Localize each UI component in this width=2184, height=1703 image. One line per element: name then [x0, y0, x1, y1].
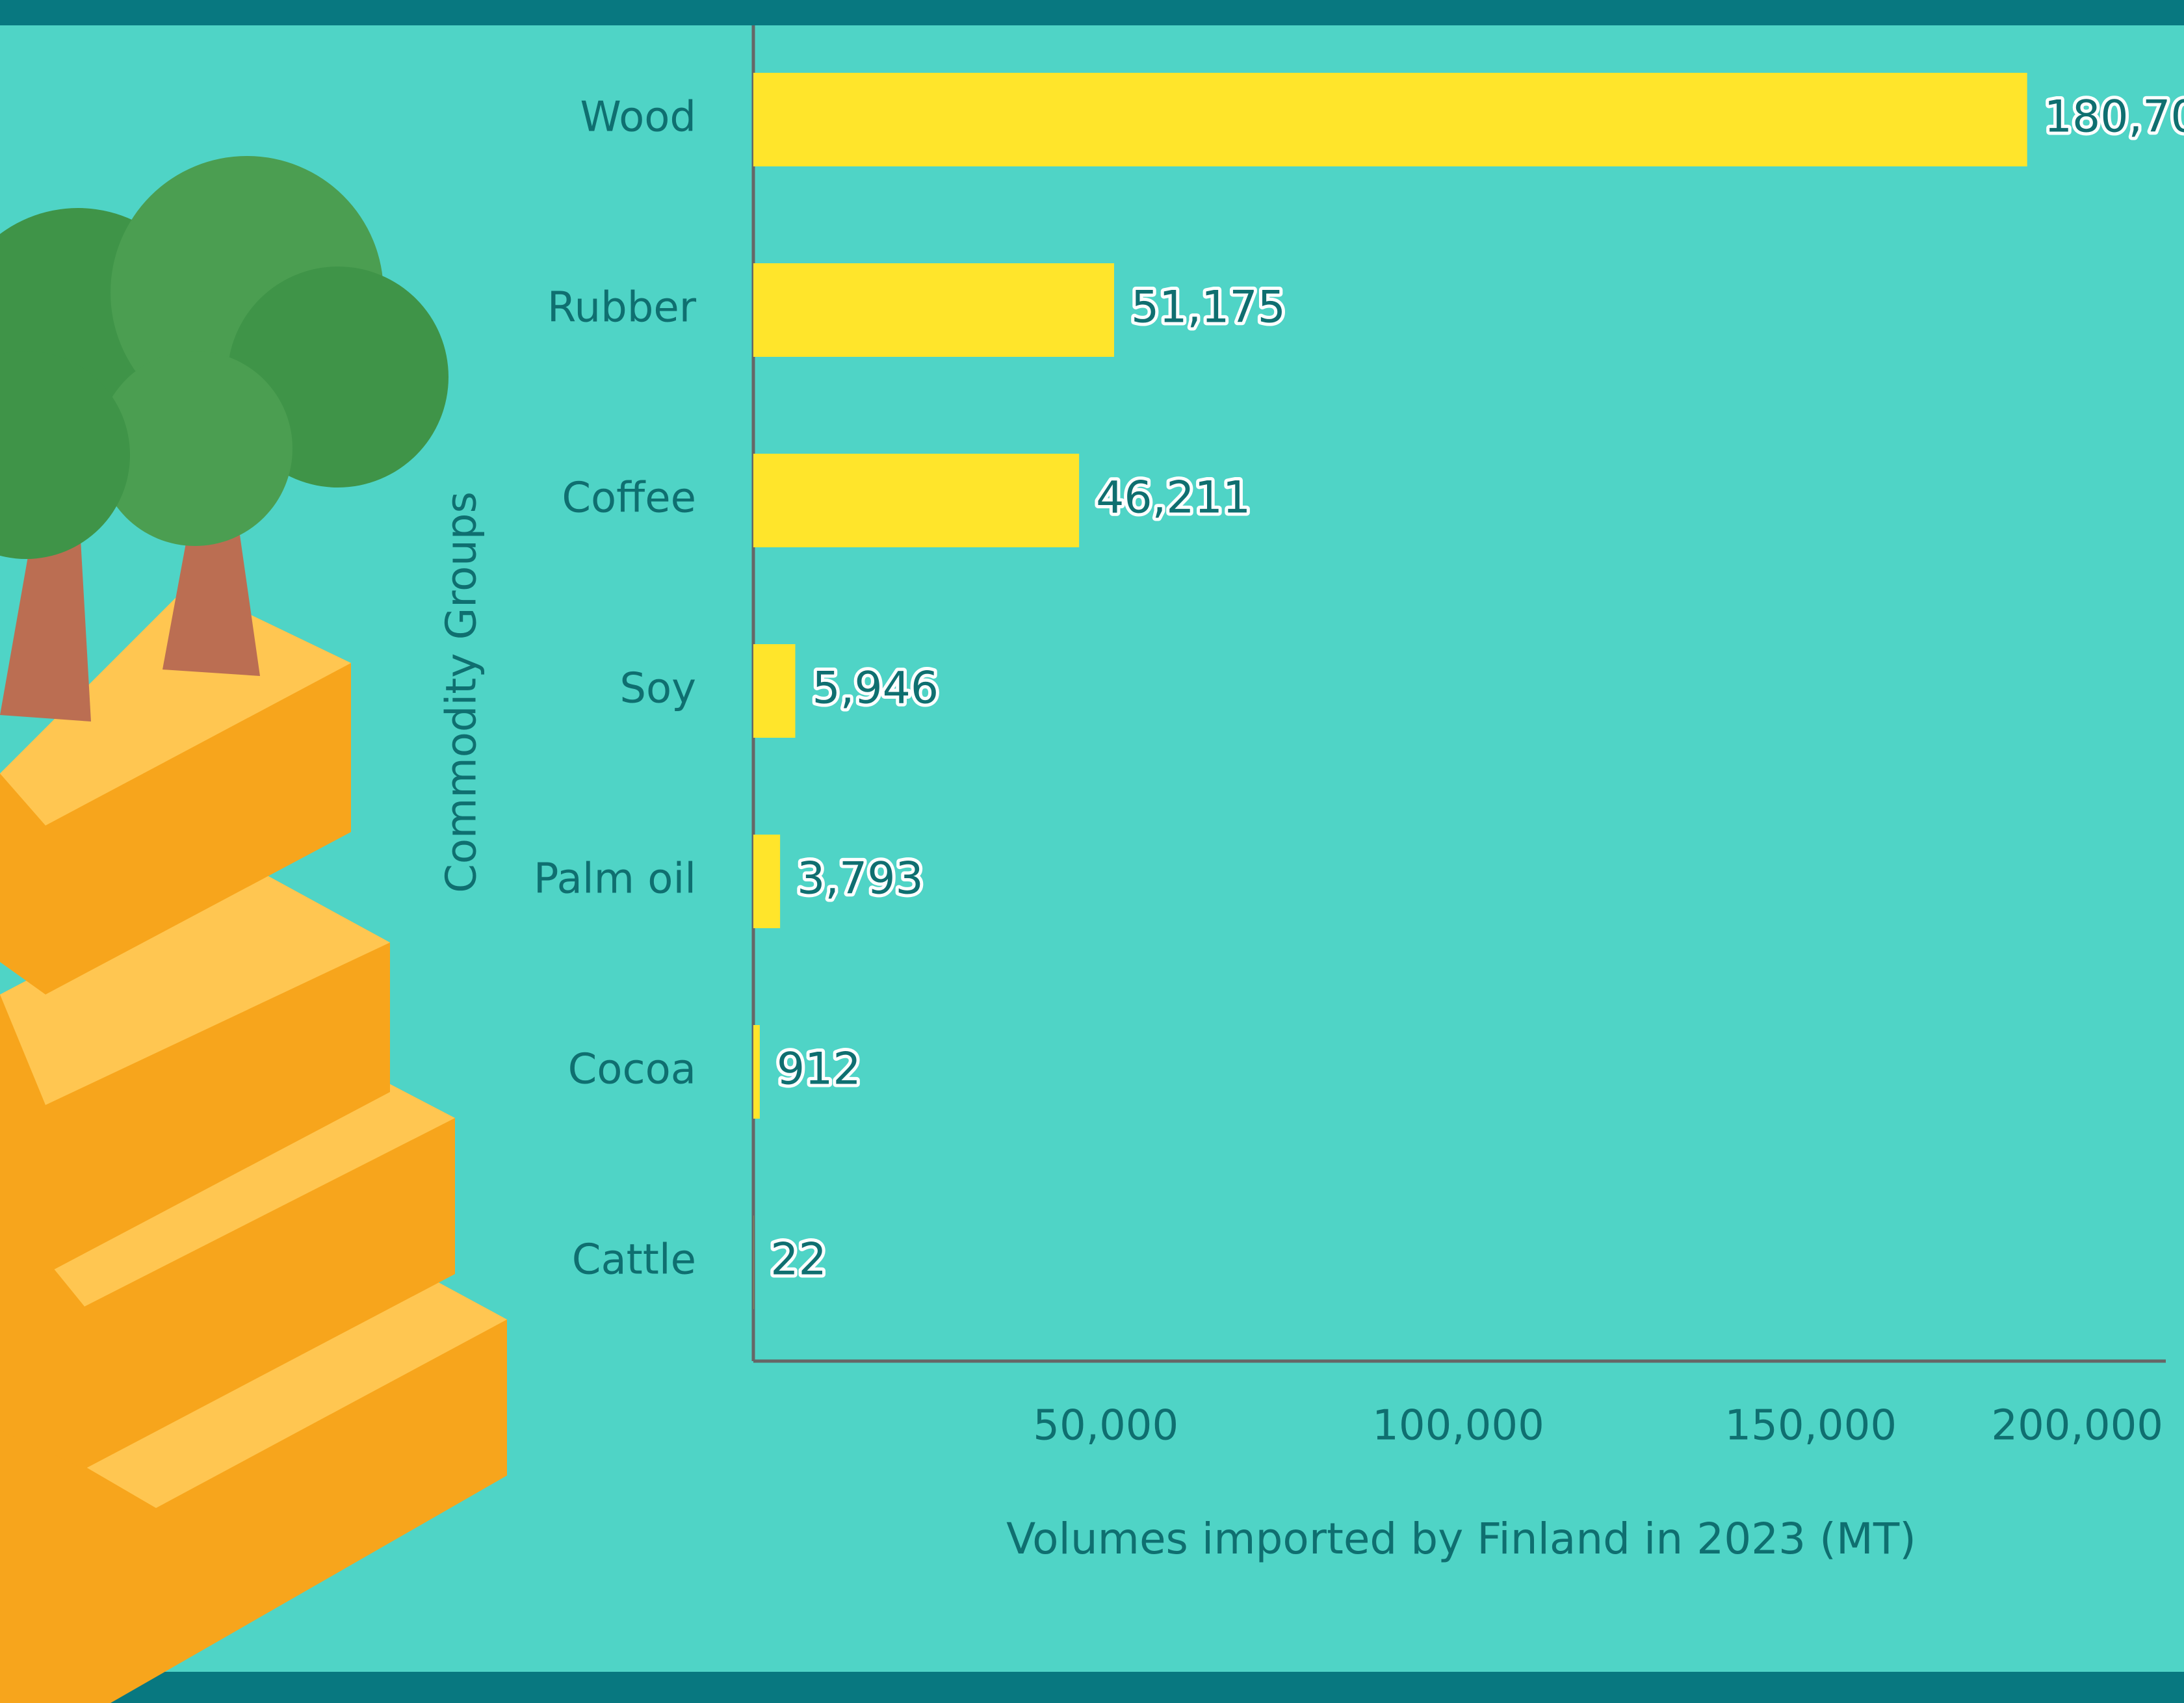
category-label: Cattle [572, 1236, 696, 1284]
value-label: 22 [770, 1234, 827, 1286]
category-label: Rubber [547, 284, 697, 332]
bar [753, 1025, 760, 1119]
value-label: 3,793 [797, 853, 924, 905]
x-tick-label: 50,000 [1033, 1402, 1178, 1450]
category-label: Wood [580, 94, 696, 142]
bar [753, 263, 1114, 357]
value-label: 46,211 [1096, 473, 1251, 524]
category-label: Soy [619, 665, 696, 713]
category-label: Coffee [562, 474, 696, 523]
x-tick-label: 100,000 [1372, 1402, 1544, 1450]
bottom-band [0, 1672, 2184, 1703]
bar [753, 73, 2027, 166]
bar [753, 454, 1080, 547]
y-axis-title: Commodity Groups [438, 491, 486, 893]
x-tick-label: 200,000 [1991, 1402, 2163, 1450]
top-band [0, 0, 2184, 25]
illustration [0, 156, 507, 1703]
x-axis-title: Volumes imported by Finland in 2023 (MT) [1006, 1514, 1916, 1564]
value-label: 5,946 [812, 663, 939, 714]
x-tick-label: 150,000 [1724, 1402, 1897, 1450]
value-label: 51,175 [1131, 282, 1286, 333]
bar [753, 644, 796, 738]
value-label: 912 [777, 1044, 861, 1095]
bar [753, 835, 781, 928]
category-label: Palm oil [534, 855, 696, 904]
value-label: 180,700 [2044, 92, 2184, 143]
category-label: Cocoa [568, 1046, 696, 1094]
